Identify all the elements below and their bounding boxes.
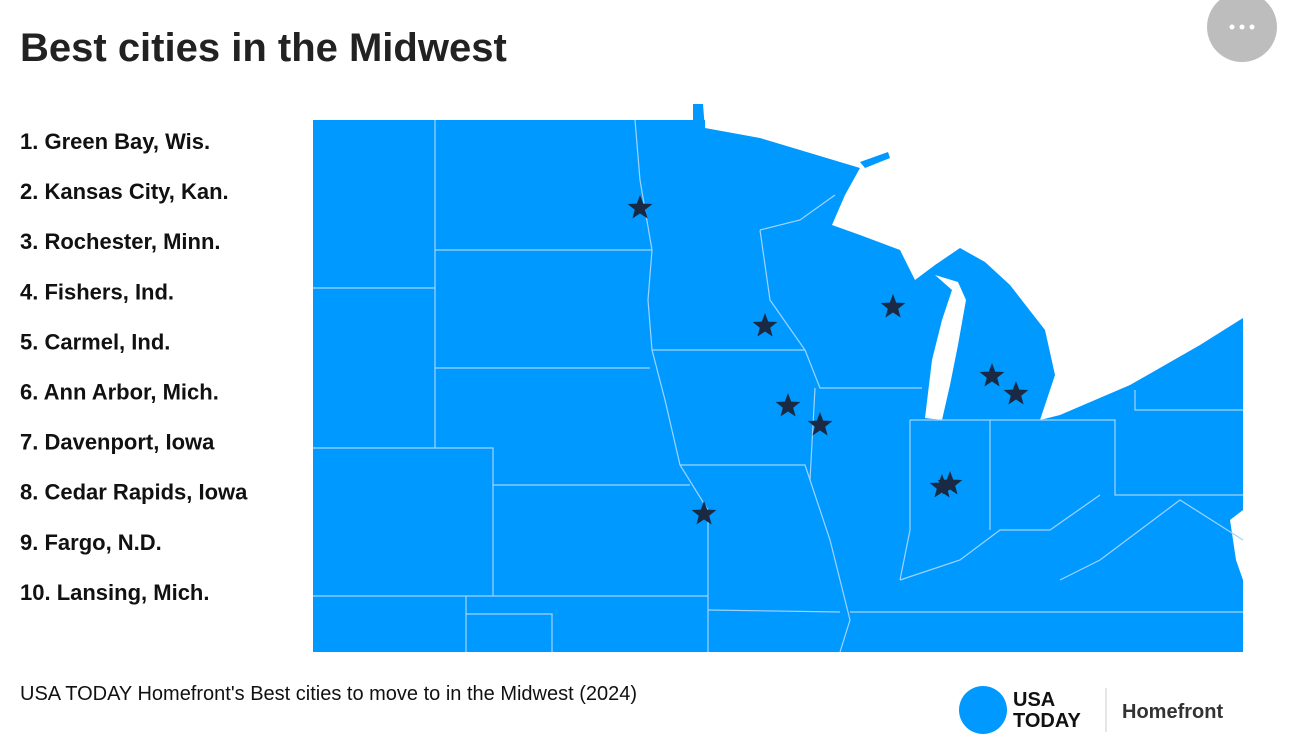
logo-brand: Homefront bbox=[1122, 701, 1223, 723]
city-star bbox=[937, 471, 963, 495]
ranking-list: 1. Green Bay, Wis. 2. Kansas City, Kan. 3.… bbox=[20, 129, 248, 605]
caption: USA TODAY Homefront's Best cities to mov… bbox=[20, 683, 637, 705]
list-item: 1. Green Bay, Wis. bbox=[20, 129, 210, 154]
list-item: 2. Kansas City, Kan. bbox=[20, 179, 229, 204]
list-item: 8. Cedar Rapids, Iowa bbox=[20, 480, 248, 505]
city-star bbox=[752, 313, 778, 337]
title: Best cities in the Midwest bbox=[20, 26, 507, 70]
list-item: 5. Carmel, Ind. bbox=[20, 329, 170, 354]
menu-button[interactable] bbox=[1207, 0, 1277, 62]
city-star bbox=[627, 195, 653, 219]
logo-today: TODAY bbox=[1013, 710, 1081, 732]
city-star bbox=[880, 294, 906, 318]
map bbox=[313, 104, 1244, 653]
city-star bbox=[979, 363, 1005, 387]
city-star bbox=[1003, 381, 1029, 405]
city-star bbox=[929, 474, 955, 498]
list-item: 3. Rochester, Minn. bbox=[20, 229, 221, 254]
logo: USA TODAY Homefront bbox=[959, 686, 1223, 734]
list-item: 9. Fargo, N.D. bbox=[20, 530, 162, 555]
list-item: 7. Davenport, Iowa bbox=[20, 430, 215, 455]
list-item: 4. Fishers, Ind. bbox=[20, 279, 174, 304]
city-star bbox=[807, 412, 833, 436]
list-item: 6. Ann Arbor, Mich. bbox=[20, 380, 219, 405]
list-item: 10. Lansing, Mich. bbox=[20, 580, 209, 605]
city-star bbox=[691, 501, 717, 525]
logo-usa: USA bbox=[1013, 689, 1055, 711]
city-star bbox=[775, 393, 801, 417]
